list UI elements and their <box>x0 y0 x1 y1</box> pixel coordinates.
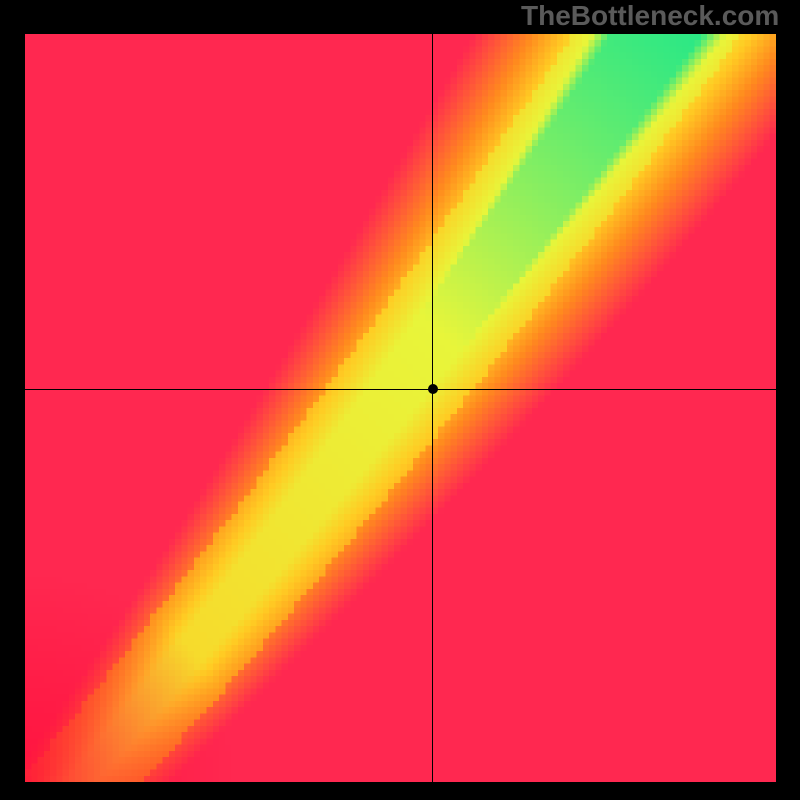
watermark-text: TheBottleneck.com <box>521 0 779 32</box>
bottleneck-heatmap <box>25 34 776 782</box>
root: TheBottleneck.com <box>0 0 800 800</box>
crosshair-marker <box>428 384 438 394</box>
crosshair-vertical <box>432 34 433 782</box>
crosshair-horizontal <box>25 389 776 390</box>
